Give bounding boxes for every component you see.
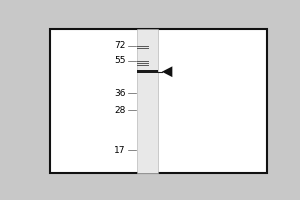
Text: 17: 17	[114, 146, 126, 155]
Bar	[137, 70, 158, 73]
Text: 72: 72	[115, 41, 126, 50]
Polygon shape	[162, 66, 172, 77]
Text: 36: 36	[114, 89, 126, 98]
Text: 28: 28	[115, 106, 126, 115]
Text: 55: 55	[114, 56, 126, 65]
Bar	[137, 29, 158, 173]
